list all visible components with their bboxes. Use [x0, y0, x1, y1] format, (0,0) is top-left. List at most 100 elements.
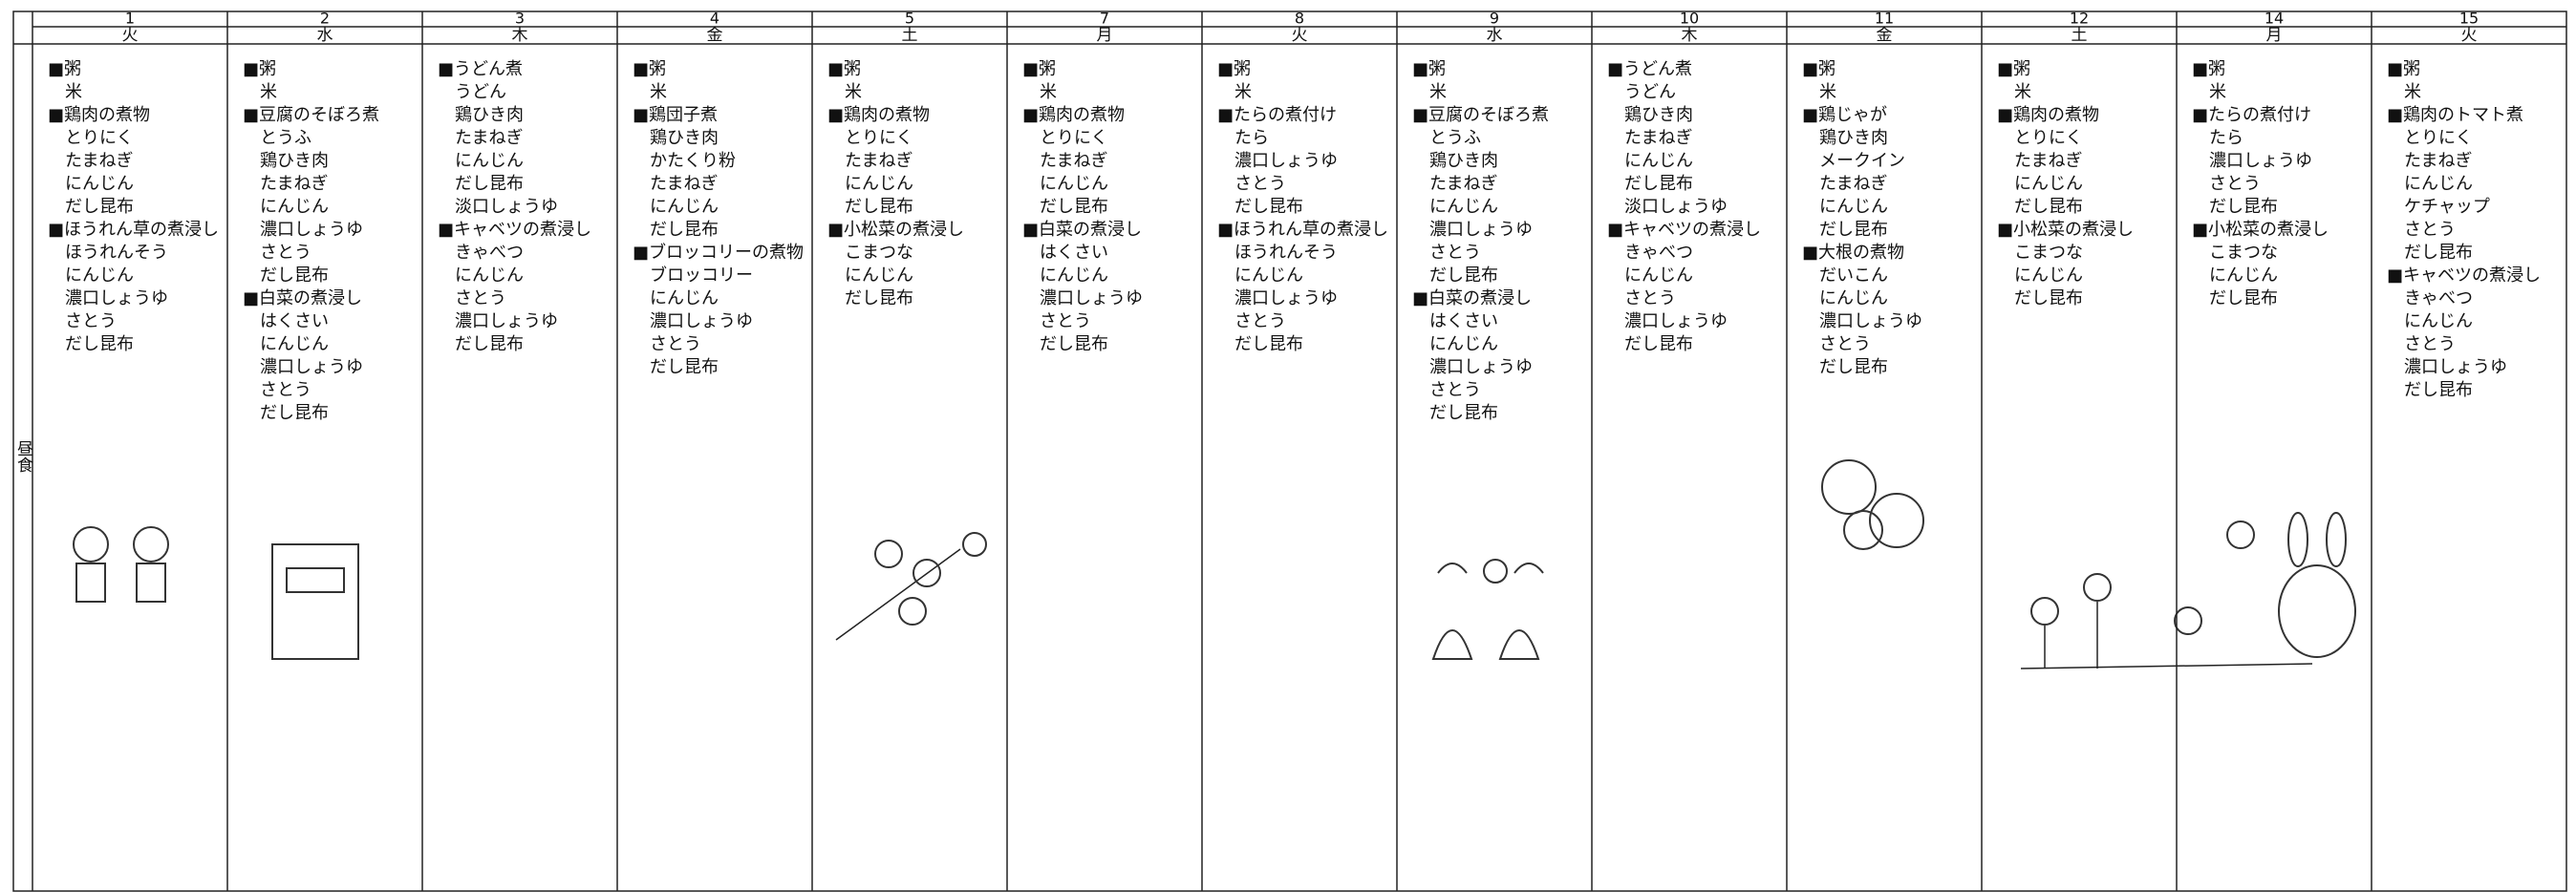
dish-name: ■小松菜の煮浸し	[827, 220, 964, 240]
ingredient: とりにく	[2014, 128, 2083, 148]
ingredient: にんじん	[65, 174, 134, 194]
ingredient: こまつな	[2014, 243, 2083, 263]
ingredient: とうふ	[260, 128, 311, 148]
ingredient: 鶏ひき肉	[1819, 128, 1888, 148]
ingredient: たまねぎ	[2404, 151, 2472, 171]
ingredient: だし昆布	[1624, 174, 1693, 194]
ingredient: だし昆布	[1234, 197, 1303, 217]
ingredient: メークイン	[1819, 151, 1905, 171]
ingredient: だし昆布	[2209, 288, 2278, 308]
dish-name: ■鶏肉の煮物	[1997, 105, 2099, 125]
dish-name: ■キャベツの煮浸し	[438, 220, 591, 240]
ingredient: ほうれんそう	[1234, 243, 1338, 263]
ingredient: 濃口しょうゆ	[1429, 357, 1533, 377]
date: 4	[710, 10, 719, 28]
ingredient: にんじん	[2404, 174, 2473, 194]
ingredient: だし昆布	[260, 403, 329, 423]
dish-name: ■鶏肉の煮物	[48, 105, 150, 125]
row-label: 昼食	[13, 440, 33, 473]
ingredient: 濃口しょうゆ	[650, 311, 753, 331]
date: 5	[905, 10, 914, 28]
ingredient: だし昆布	[1624, 334, 1693, 354]
ingredient: たまねぎ	[2014, 151, 2082, 171]
illustration	[73, 459, 2356, 669]
date: 14	[2265, 10, 2284, 28]
ingredient: たまねぎ	[1819, 174, 1887, 194]
ingredient: だし昆布	[1819, 220, 1888, 240]
dish-name: ■粥	[1217, 59, 1251, 79]
ingredient: だし昆布	[650, 357, 719, 377]
dish-name: ■ブロッコリーの煮物	[633, 242, 804, 263]
date: 8	[1295, 10, 1304, 28]
dish-name: ■粥	[633, 59, 666, 79]
ingredient: 鶏ひき肉	[455, 105, 524, 125]
ingredient: 淡口しょうゆ	[455, 197, 558, 217]
ingredient: にんじん	[650, 197, 719, 217]
ingredient: にんじん	[1429, 197, 1498, 217]
dish-name: ■粥	[2387, 59, 2420, 79]
ingredient: だし昆布	[650, 220, 719, 240]
ingredient: 米	[2014, 82, 2031, 102]
ingredient: きゃべつ	[455, 243, 524, 263]
ingredient: 濃口しょうゆ	[260, 357, 363, 377]
ingredient: たまねぎ	[260, 174, 328, 194]
dish-name: ■小松菜の煮浸し	[1997, 220, 2134, 240]
date: 15	[2459, 10, 2479, 28]
dish-name: ■粥	[2192, 59, 2225, 79]
weekday: 火	[1292, 26, 1308, 45]
ingredient: にんじん	[2209, 265, 2278, 286]
weekday: 金	[1877, 26, 1893, 45]
ingredient: さとう	[1429, 380, 1481, 400]
ingredient: 濃口しょうゆ	[1429, 220, 1533, 240]
ingredient: にんじん	[1040, 174, 1108, 194]
ingredient: にんじん	[1624, 151, 1693, 171]
ingredient: さとう	[65, 311, 117, 331]
ingredient: 米	[1819, 82, 1836, 102]
ingredient: うどん	[1624, 82, 1676, 102]
date: 10	[1680, 10, 1699, 28]
date: 2	[320, 10, 330, 28]
ingredient: さとう	[1429, 243, 1481, 263]
dish-name: ■たらの煮付け	[1217, 105, 1337, 125]
ingredient: さとう	[455, 288, 506, 308]
ingredient: うどん	[455, 82, 506, 102]
dish-name: ■鶏肉の煮物	[1022, 105, 1125, 125]
ingredient: ケチャップ	[2404, 197, 2490, 217]
ingredient: 米	[650, 82, 667, 102]
ingredient: はくさい	[1040, 243, 1108, 263]
ingredient: だし昆布	[65, 334, 134, 354]
ingredient: とりにく	[65, 128, 134, 148]
ingredient: だし昆布	[1429, 403, 1498, 423]
ingredient: たまねぎ	[1624, 128, 1692, 148]
ingredient: だし昆布	[455, 174, 524, 194]
ingredient: だし昆布	[1040, 334, 1108, 354]
dish-name: ■キャベツの煮浸し	[2387, 265, 2541, 286]
ingredient: たまねぎ	[1429, 174, 1497, 194]
ingredient: きゃべつ	[1624, 243, 1693, 263]
ingredient: とりにく	[845, 128, 913, 148]
date: 9	[1490, 10, 1499, 28]
ingredient: だいこん	[1819, 265, 1888, 286]
ingredient: 米	[65, 82, 82, 102]
ingredient: 米	[2404, 82, 2421, 102]
ingredient: 米	[260, 82, 277, 102]
ingredient: たら	[2209, 128, 2243, 148]
weekday: 土	[2072, 26, 2088, 45]
weekday: 火	[2461, 26, 2478, 45]
weekday: 月	[2266, 26, 2283, 45]
date: 7	[1100, 10, 1109, 28]
ingredient: 米	[1040, 82, 1057, 102]
dish-name: ■たらの煮付け	[2192, 105, 2311, 125]
date: 1	[125, 10, 135, 28]
date: 11	[1875, 10, 1894, 28]
ingredient: はくさい	[260, 311, 329, 331]
dish-name: ■粥	[1022, 59, 1056, 79]
ingredient: 濃口しょうゆ	[2404, 357, 2507, 377]
ingredient: にんじん	[65, 265, 134, 286]
dish-name: ■うどん煮	[1607, 59, 1692, 79]
ingredient: 濃口しょうゆ	[1234, 288, 1338, 308]
ingredient: 鶏ひき肉	[650, 128, 719, 148]
dish-name: ■粥	[827, 59, 861, 79]
ingredient: だし昆布	[2014, 288, 2083, 308]
ingredient: きゃべつ	[2404, 288, 2473, 308]
